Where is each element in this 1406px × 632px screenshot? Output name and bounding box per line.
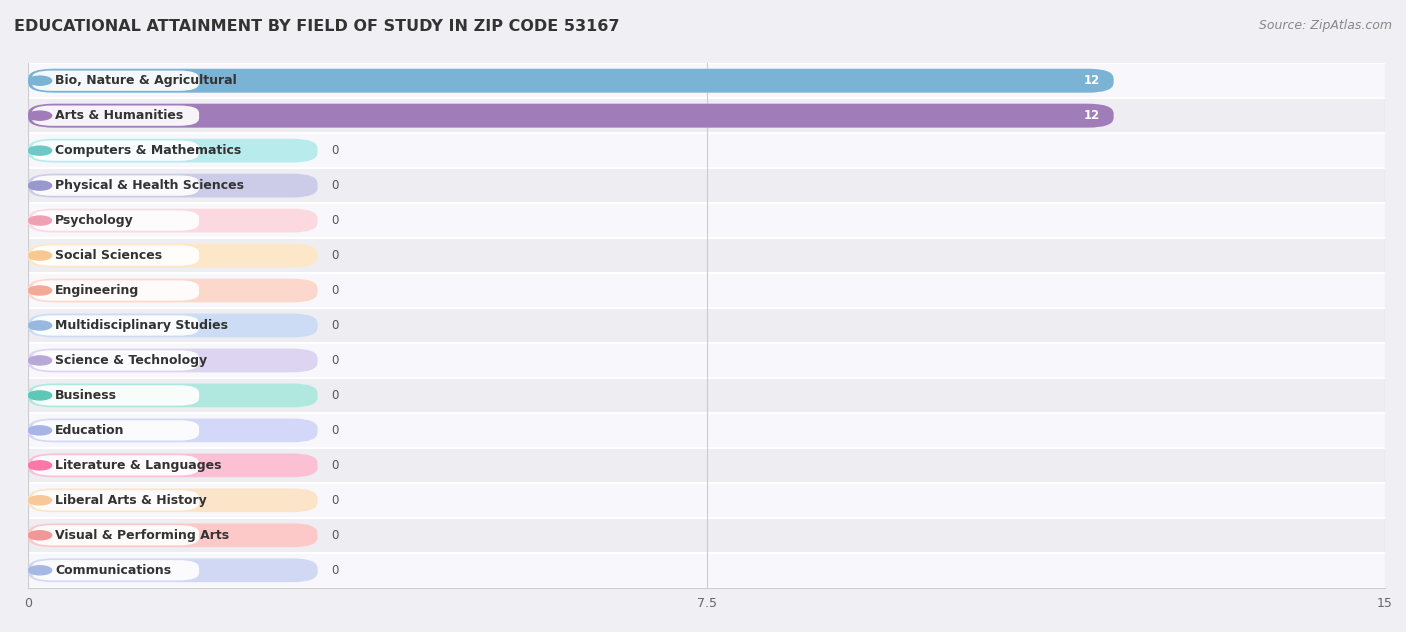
Bar (28, 133, 1385, 168)
FancyBboxPatch shape (32, 71, 200, 91)
FancyBboxPatch shape (32, 315, 200, 336)
Circle shape (28, 321, 52, 330)
Text: Multidisciplinary Studies: Multidisciplinary Studies (55, 319, 228, 332)
Text: EDUCATIONAL ATTAINMENT BY FIELD OF STUDY IN ZIP CODE 53167: EDUCATIONAL ATTAINMENT BY FIELD OF STUDY… (14, 19, 620, 34)
FancyBboxPatch shape (28, 139, 318, 162)
FancyBboxPatch shape (32, 245, 200, 265)
Circle shape (28, 426, 52, 435)
Text: Arts & Humanities: Arts & Humanities (55, 109, 184, 122)
FancyBboxPatch shape (32, 281, 200, 301)
FancyBboxPatch shape (28, 104, 1114, 128)
Text: 0: 0 (332, 179, 339, 192)
Circle shape (28, 531, 52, 540)
FancyBboxPatch shape (32, 490, 200, 511)
Text: Education: Education (55, 424, 125, 437)
FancyBboxPatch shape (28, 454, 318, 477)
Text: 0: 0 (332, 459, 339, 472)
Text: 0: 0 (332, 494, 339, 507)
Text: 0: 0 (332, 354, 339, 367)
FancyBboxPatch shape (28, 104, 1114, 128)
FancyBboxPatch shape (28, 69, 1114, 92)
FancyBboxPatch shape (32, 560, 200, 580)
Text: Science & Technology: Science & Technology (55, 354, 207, 367)
FancyBboxPatch shape (32, 106, 200, 126)
Text: Physical & Health Sciences: Physical & Health Sciences (55, 179, 245, 192)
Bar (28, 308, 1385, 343)
Bar (28, 238, 1385, 273)
Text: Psychology: Psychology (55, 214, 134, 227)
FancyBboxPatch shape (32, 455, 200, 475)
FancyBboxPatch shape (32, 525, 200, 545)
Text: Business: Business (55, 389, 117, 402)
Text: 0: 0 (332, 564, 339, 577)
Bar (28, 63, 1385, 98)
Text: Literature & Languages: Literature & Languages (55, 459, 222, 472)
FancyBboxPatch shape (28, 418, 318, 442)
FancyBboxPatch shape (32, 420, 200, 441)
Text: 0: 0 (332, 389, 339, 402)
Text: 12: 12 (1084, 109, 1099, 122)
Text: Social Sciences: Social Sciences (55, 249, 162, 262)
Text: 0: 0 (332, 319, 339, 332)
Bar (28, 378, 1385, 413)
FancyBboxPatch shape (28, 69, 1114, 92)
Circle shape (28, 76, 52, 85)
FancyBboxPatch shape (28, 489, 318, 512)
Circle shape (28, 356, 52, 365)
Text: Bio, Nature & Agricultural: Bio, Nature & Agricultural (55, 74, 238, 87)
FancyBboxPatch shape (32, 140, 200, 161)
Circle shape (28, 216, 52, 225)
Text: Visual & Performing Arts: Visual & Performing Arts (55, 529, 229, 542)
FancyBboxPatch shape (28, 384, 318, 407)
FancyBboxPatch shape (32, 210, 200, 231)
Bar (28, 273, 1385, 308)
FancyBboxPatch shape (32, 350, 200, 370)
Circle shape (28, 111, 52, 120)
FancyBboxPatch shape (28, 174, 318, 197)
Bar (28, 98, 1385, 133)
Bar (28, 343, 1385, 378)
Bar (28, 483, 1385, 518)
FancyBboxPatch shape (28, 209, 318, 233)
FancyBboxPatch shape (28, 349, 318, 372)
Bar (28, 168, 1385, 203)
Text: Computers & Mathematics: Computers & Mathematics (55, 144, 242, 157)
Bar (28, 203, 1385, 238)
Circle shape (28, 146, 52, 155)
FancyBboxPatch shape (28, 559, 318, 582)
Bar (28, 448, 1385, 483)
Text: Source: ZipAtlas.com: Source: ZipAtlas.com (1258, 19, 1392, 32)
Text: 0: 0 (332, 284, 339, 297)
Circle shape (28, 461, 52, 470)
Text: Engineering: Engineering (55, 284, 139, 297)
Text: 0: 0 (332, 529, 339, 542)
Text: 0: 0 (332, 144, 339, 157)
Text: 12: 12 (1084, 74, 1099, 87)
FancyBboxPatch shape (32, 176, 200, 196)
Bar (28, 518, 1385, 553)
Text: 0: 0 (332, 249, 339, 262)
Bar (28, 553, 1385, 588)
Text: Liberal Arts & History: Liberal Arts & History (55, 494, 207, 507)
Circle shape (28, 251, 52, 260)
FancyBboxPatch shape (28, 244, 318, 267)
Bar (28, 413, 1385, 448)
Circle shape (28, 391, 52, 400)
Text: 0: 0 (332, 424, 339, 437)
FancyBboxPatch shape (32, 386, 200, 406)
Circle shape (28, 566, 52, 575)
FancyBboxPatch shape (28, 279, 318, 302)
Text: Communications: Communications (55, 564, 172, 577)
Text: 0: 0 (332, 214, 339, 227)
Circle shape (28, 181, 52, 190)
Circle shape (28, 495, 52, 505)
FancyBboxPatch shape (28, 313, 318, 337)
FancyBboxPatch shape (28, 523, 318, 547)
Circle shape (28, 286, 52, 295)
